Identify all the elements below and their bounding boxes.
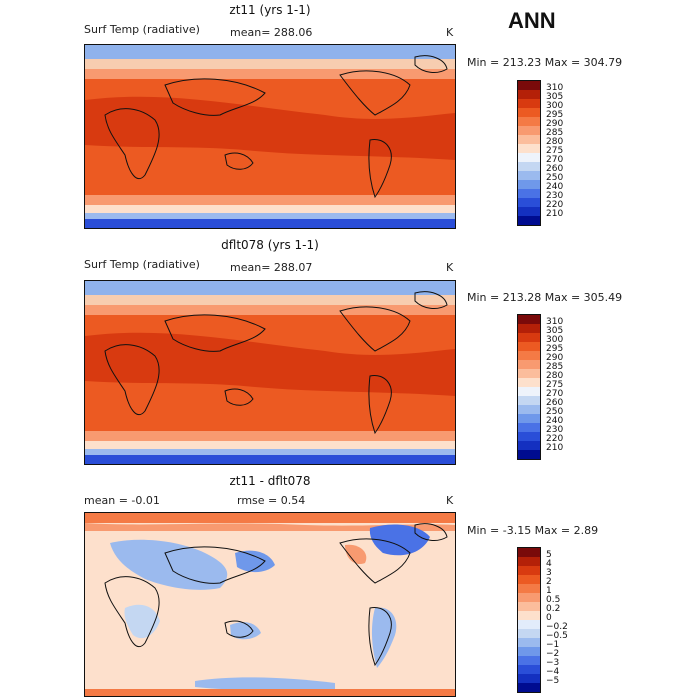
panel-1-tick: 280: [546, 137, 564, 147]
panel-2-tick: 250: [546, 407, 564, 417]
panel-3-tick: −0.2: [546, 622, 568, 632]
panel-1-tick: 295: [546, 110, 564, 120]
panel-2-colorbar: [517, 314, 541, 460]
panel-1-colorbar: [517, 80, 541, 226]
panel-1-minmax: Min = 213.23 Max = 304.79: [467, 56, 623, 69]
panel-3-tick: 0.5: [546, 595, 561, 605]
panel-1-tick: 260: [546, 164, 564, 174]
panel-3-tick: 0.2: [546, 604, 561, 614]
panel-3-tick: 3: [546, 568, 552, 578]
panel-1-units: K: [446, 26, 454, 39]
panel-3-tick: −0.5: [546, 631, 568, 641]
panel-3-units: K: [446, 494, 454, 507]
panel-1-tick: 270: [546, 155, 564, 165]
panel-2-minmax: Min = 213.28 Max = 305.49: [467, 291, 623, 304]
panel-3-rmse-label: rmse = 0.54: [237, 494, 306, 507]
panel-1-map: [84, 44, 456, 229]
panel-1-mean-label: mean= 288.06: [230, 26, 313, 39]
panel-2-tick: 290: [546, 353, 564, 363]
panel-2-tick: 260: [546, 398, 564, 408]
panel-3-map-svg: [85, 513, 455, 696]
panel-1-tick: 285: [546, 128, 564, 138]
panel-1-map-svg: [85, 45, 455, 228]
panel-3-tick: 2: [546, 577, 552, 587]
panel-3-tick: 5: [546, 550, 552, 560]
panel-1-tick: 230: [546, 191, 564, 201]
panel-3-tick: −2: [546, 649, 560, 659]
panel-1-tick: 275: [546, 146, 564, 156]
panel-3-mean-label: mean = -0.01: [84, 494, 160, 507]
panel-1-tick: 240: [546, 182, 564, 192]
panel-1-title: zt11 (yrs 1-1): [229, 3, 311, 17]
panel-3-tick: 4: [546, 559, 552, 569]
panel-1-tick: 210: [546, 209, 564, 219]
panel-2-map-svg: [85, 281, 455, 464]
panel-2-units: K: [446, 261, 454, 274]
panel-3-map: [84, 512, 456, 697]
panel-2-tick: 240: [546, 416, 564, 426]
panel-2-mean-label: mean= 288.07: [230, 261, 313, 274]
panel-2-tick: 270: [546, 389, 564, 399]
panel-3-minmax: Min = -3.15 Max = 2.89: [467, 524, 599, 537]
panel-2-variable-label: Surf Temp (radiative): [84, 258, 200, 271]
panel-1-tick: 220: [546, 200, 564, 210]
panel-1-tick: 300: [546, 101, 564, 111]
panel-3-tick: −4: [546, 667, 560, 677]
panel-3-title: zt11 - dflt078: [229, 474, 311, 488]
panel-2-tick: 305: [546, 326, 564, 336]
panel-2-tick: 310: [546, 317, 564, 327]
panel-2-tick: 300: [546, 335, 564, 345]
panel-3-tick: 0: [546, 613, 552, 623]
panel-2-title: dflt078 (yrs 1-1): [221, 238, 319, 252]
panel-2-tick: 285: [546, 362, 564, 372]
panel-2-tick: 295: [546, 344, 564, 354]
season-label: ANN: [508, 8, 556, 33]
panel-1-variable-label: Surf Temp (radiative): [84, 23, 200, 36]
panel-3-tick: 1: [546, 586, 552, 596]
panel-1-tick: 290: [546, 119, 564, 129]
panel-2-tick: 210: [546, 443, 564, 453]
panel-3-colorbar: [517, 547, 541, 693]
panel-3-tick: −5: [546, 676, 560, 686]
panel-2-tick: 220: [546, 434, 564, 444]
panel-1-tick: 305: [546, 92, 564, 102]
panel-3-tick: −1: [546, 640, 560, 650]
panel-2-tick: 230: [546, 425, 564, 435]
panel-1-tick: 250: [546, 173, 564, 183]
panel-2-tick: 280: [546, 371, 564, 381]
panel-2-tick: 275: [546, 380, 564, 390]
panel-2-map: [84, 280, 456, 465]
panel-3-tick: −3: [546, 658, 560, 668]
panel-1-tick: 310: [546, 83, 564, 93]
